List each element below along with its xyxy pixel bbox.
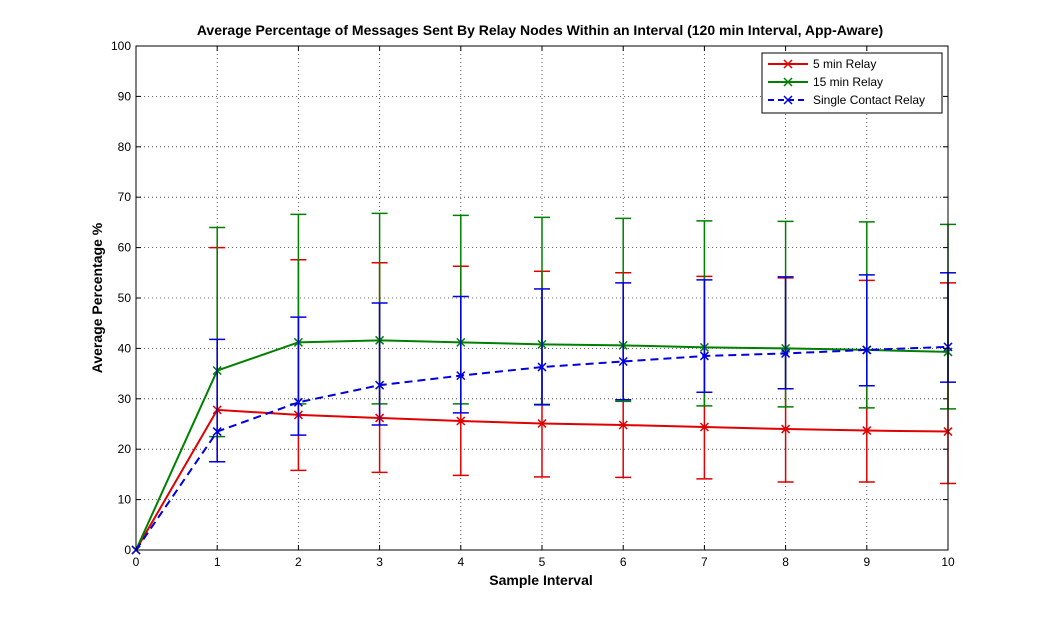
legend: 5 min Relay 15 min Relay Single Contact Re… bbox=[761, 52, 943, 114]
legend-marker bbox=[783, 95, 793, 105]
legend-marker bbox=[783, 77, 793, 87]
x-tick-label: 0 bbox=[133, 555, 140, 569]
marker-stroke bbox=[456, 371, 466, 381]
x-tick-label: 1 bbox=[214, 555, 221, 569]
legend-label: 5 min Relay bbox=[813, 57, 876, 71]
legend-entry: Single Contact Relay bbox=[768, 93, 925, 107]
data-point bbox=[699, 422, 709, 432]
y-tick-label: 90 bbox=[118, 89, 132, 103]
data-point bbox=[537, 418, 547, 429]
marker-stroke bbox=[618, 356, 628, 367]
data-point bbox=[456, 371, 466, 381]
data-point bbox=[537, 362, 547, 372]
x-tick-label: 2 bbox=[295, 555, 302, 569]
data-point bbox=[618, 356, 628, 367]
marker-stroke bbox=[783, 59, 793, 69]
y-tick-label: 100 bbox=[111, 39, 131, 53]
marker-stroke bbox=[783, 95, 793, 105]
data-point bbox=[781, 424, 791, 434]
y-axis-label: Average Percentage % bbox=[89, 222, 105, 373]
series-5-min-relay bbox=[131, 246, 956, 555]
marker-stroke bbox=[537, 362, 547, 372]
x-tick-label: 5 bbox=[539, 555, 546, 569]
y-tick-label: 30 bbox=[118, 392, 132, 406]
y-tick-label: 70 bbox=[118, 190, 132, 204]
legend-label: 15 min Relay bbox=[813, 75, 883, 89]
marker-stroke bbox=[781, 424, 791, 434]
x-tick-label: 3 bbox=[376, 555, 383, 569]
x-tick-label: 6 bbox=[620, 555, 627, 569]
marker-stroke bbox=[783, 77, 793, 87]
y-tick-label: 80 bbox=[118, 140, 132, 154]
legend-marker bbox=[783, 59, 793, 69]
data-point bbox=[862, 426, 872, 436]
marker-stroke bbox=[537, 418, 547, 429]
data-point bbox=[375, 380, 385, 390]
y-tick-label: 40 bbox=[118, 341, 132, 355]
legend-entry: 5 min Relay bbox=[768, 57, 876, 71]
data-point bbox=[618, 420, 628, 430]
chart-title: Average Percentage of Messages Sent By R… bbox=[197, 22, 883, 38]
series-single-contact-relay bbox=[131, 272, 956, 555]
y-tick-label: 20 bbox=[118, 442, 132, 456]
data-point bbox=[456, 416, 466, 426]
marker-stroke bbox=[212, 427, 222, 437]
data-point bbox=[212, 427, 222, 437]
x-tick-label: 8 bbox=[782, 555, 789, 569]
marker-stroke bbox=[699, 422, 709, 432]
data-point bbox=[699, 351, 709, 361]
marker-stroke bbox=[699, 351, 709, 361]
x-tick-label: 7 bbox=[701, 555, 708, 569]
data-point bbox=[293, 397, 303, 407]
data-point bbox=[862, 345, 872, 355]
y-tick-label: 50 bbox=[118, 291, 132, 305]
series-15-min-relay bbox=[131, 212, 956, 555]
x-tick-label: 10 bbox=[941, 555, 955, 569]
x-axis-label: Sample Interval bbox=[489, 572, 593, 588]
series-line bbox=[135, 345, 949, 551]
marker-stroke bbox=[293, 397, 303, 407]
x-tick-label: 4 bbox=[457, 555, 464, 569]
marker-stroke bbox=[862, 345, 872, 355]
legend-entry: 15 min Relay bbox=[768, 75, 883, 89]
x-tick-label: 9 bbox=[863, 555, 870, 569]
marker-stroke bbox=[862, 426, 872, 436]
marker-stroke bbox=[781, 348, 791, 358]
y-tick-label: 10 bbox=[118, 493, 132, 507]
y-tick-label: 60 bbox=[118, 241, 132, 255]
series-layer bbox=[131, 212, 956, 555]
marker-stroke bbox=[456, 416, 466, 426]
y-tick-label: 0 bbox=[124, 543, 131, 557]
legend-label: Single Contact Relay bbox=[813, 93, 925, 107]
data-point bbox=[781, 348, 791, 358]
marker-stroke bbox=[618, 420, 628, 430]
marker-stroke bbox=[375, 380, 385, 390]
